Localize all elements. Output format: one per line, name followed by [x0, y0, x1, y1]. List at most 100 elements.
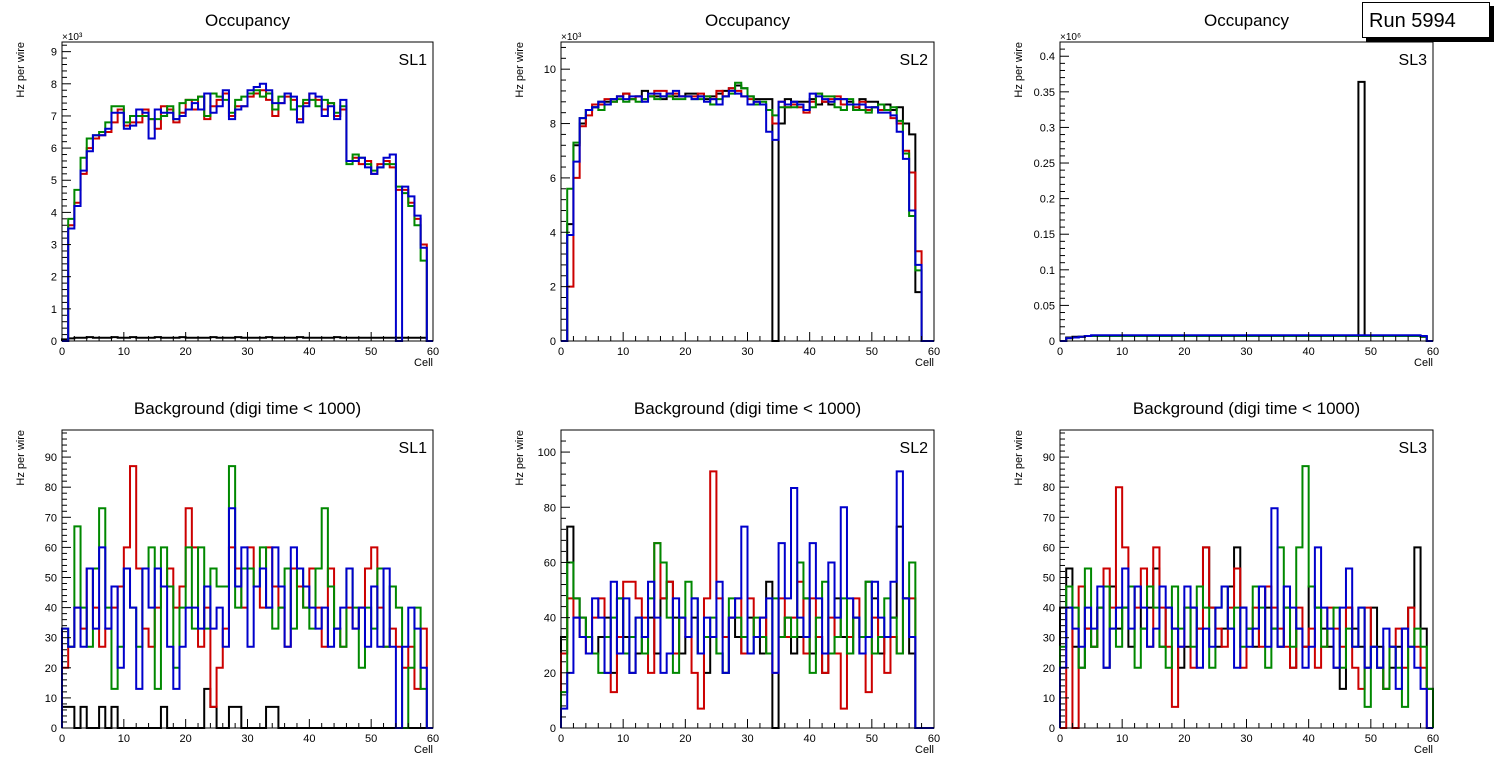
- x-tick-label: 0: [59, 346, 65, 358]
- y-tick-label: 0.25: [1034, 158, 1055, 170]
- y-tick-label: 3: [51, 240, 57, 252]
- y-tick-label: 9: [51, 47, 57, 59]
- y-axis-label: Hz per wire: [15, 42, 27, 98]
- x-tick-label: 20: [1178, 733, 1190, 745]
- x-tick-label: 50: [1365, 733, 1377, 745]
- x-tick-label: 40: [303, 346, 315, 358]
- x-tick-label: 60: [1427, 346, 1439, 358]
- x-tick-label: 60: [1427, 733, 1439, 745]
- y-tick-label: 60: [45, 542, 57, 554]
- x-tick-label: 40: [804, 733, 816, 745]
- y-axis-label: Hz per wire: [1013, 42, 1025, 98]
- x-tick-label: 30: [1240, 346, 1252, 358]
- x-tick-label: 0: [1057, 733, 1063, 745]
- y-tick-label: 5: [51, 175, 57, 187]
- x-tick-label: 30: [1240, 733, 1252, 745]
- x-tick-label: 30: [741, 733, 753, 745]
- y-tick-label: 1: [51, 304, 57, 316]
- y-tick-label: 8: [51, 79, 57, 91]
- y-axis-label: Hz per wire: [514, 430, 526, 486]
- plot-frame: [1059, 41, 1434, 342]
- y-axis-label: Hz per wire: [514, 42, 526, 98]
- x-axis-label: Cell: [915, 744, 934, 756]
- superlayer-label: SL2: [900, 52, 929, 69]
- y-tick-label: 70: [1043, 512, 1055, 524]
- superlayer-label: SL3: [1399, 52, 1428, 69]
- y-tick-label: 70: [45, 512, 57, 524]
- x-tick-label: 30: [241, 346, 253, 358]
- y-axis-label: Hz per wire: [1013, 430, 1025, 486]
- plot-frame: [560, 41, 935, 342]
- y-tick-label: 4: [550, 227, 556, 239]
- y-tick-label: 0.4: [1040, 51, 1055, 63]
- y-tick-label: 0: [51, 336, 57, 348]
- x-tick-label: 10: [1116, 346, 1128, 358]
- y-tick-label: 0: [1049, 723, 1055, 735]
- y-tick-label: 40: [45, 603, 57, 615]
- x-tick-label: 40: [1303, 733, 1315, 745]
- y-tick-label: 6: [51, 143, 57, 155]
- series-layer3: [561, 81, 934, 342]
- chart-title: Occupancy: [1204, 11, 1290, 30]
- y-tick-label: 40: [544, 613, 556, 625]
- run-label-box: Run 5994: [1362, 2, 1490, 38]
- y-tick-label: 50: [45, 572, 57, 584]
- x-tick-label: 40: [303, 733, 315, 745]
- y-tick-label: 10: [45, 693, 57, 705]
- y-tick-label: 60: [1043, 542, 1055, 554]
- y-exponent-label: ×10³: [62, 32, 83, 43]
- y-tick-label: 0.1: [1040, 265, 1055, 277]
- superlayer-label: SL3: [1399, 440, 1428, 457]
- x-tick-label: 50: [365, 346, 377, 358]
- y-tick-label: 6: [550, 173, 556, 185]
- series-layer1: [1060, 80, 1433, 342]
- y-tick-label: 0: [1049, 336, 1055, 348]
- x-axis-label: Cell: [1414, 357, 1433, 369]
- series-layer2: [1060, 486, 1433, 729]
- x-tick-label: 40: [804, 346, 816, 358]
- y-tick-label: 0.05: [1034, 300, 1055, 312]
- y-tick-label: 10: [544, 64, 556, 76]
- x-axis-label: Cell: [414, 744, 433, 756]
- x-tick-label: 20: [180, 733, 192, 745]
- y-tick-label: 7: [51, 111, 57, 123]
- y-tick-label: 0: [51, 723, 57, 735]
- x-tick-label: 20: [1178, 346, 1190, 358]
- x-tick-label: 30: [241, 733, 253, 745]
- y-tick-label: 8: [550, 119, 556, 131]
- x-tick-label: 0: [558, 346, 564, 358]
- series-layer4: [560, 470, 934, 729]
- y-axis-label: Hz per wire: [15, 430, 27, 486]
- y-tick-label: 100: [538, 447, 556, 459]
- x-tick-label: 50: [866, 346, 878, 358]
- x-tick-label: 60: [427, 346, 439, 358]
- y-tick-label: 80: [544, 502, 556, 514]
- series-layer2: [561, 87, 934, 342]
- y-tick-label: 90: [1043, 452, 1055, 464]
- x-tick-label: 10: [617, 346, 629, 358]
- plot-frame: [61, 41, 434, 342]
- x-tick-label: 40: [1303, 346, 1315, 358]
- y-tick-label: 4: [51, 207, 57, 219]
- y-exponent-label: ×10³: [561, 32, 582, 43]
- y-tick-label: 0.15: [1034, 229, 1055, 241]
- x-tick-label: 10: [617, 733, 629, 745]
- chart-bkg_sl3: Background (digi time < 1000) 0 10 20 30 40 50…: [1013, 399, 1439, 756]
- x-tick-label: 0: [558, 733, 564, 745]
- y-tick-label: 0.35: [1034, 87, 1055, 99]
- y-exponent-label: ×10⁶: [1060, 32, 1081, 43]
- x-axis-label: Cell: [1414, 744, 1433, 756]
- y-tick-label: 20: [1043, 663, 1055, 675]
- series-layer4: [62, 82, 433, 342]
- y-tick-label: 2: [550, 282, 556, 294]
- chart-bkg_sl2: Background (digi time < 1000) 0 10 20 30 40 50…: [514, 399, 940, 756]
- x-tick-label: 60: [427, 733, 439, 745]
- y-tick-label: 50: [1043, 572, 1055, 584]
- x-tick-label: 10: [1116, 733, 1128, 745]
- chart-bkg_sl1: Background (digi time < 1000) 0 10 20 30 40 50…: [15, 399, 439, 756]
- y-tick-label: 0: [550, 336, 556, 348]
- x-tick-label: 10: [118, 346, 130, 358]
- x-tick-label: 0: [1057, 346, 1063, 358]
- y-tick-label: 60: [544, 557, 556, 569]
- chart-occ_sl3: Occupancy 0 10 20 30 40 50 60 0 0.05 0.1 0.15 0.2 0.2…: [1013, 11, 1439, 369]
